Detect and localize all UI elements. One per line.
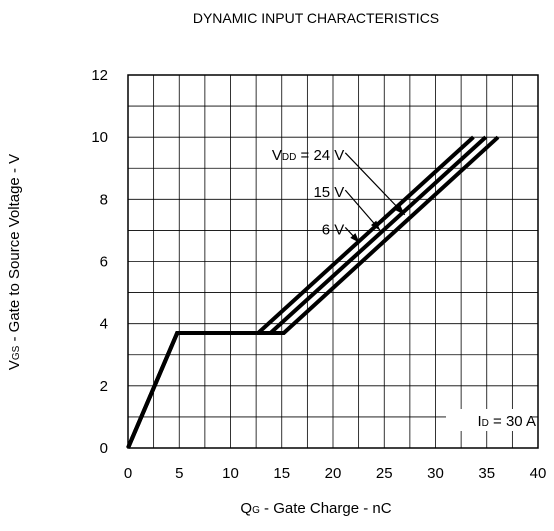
x-tick-label: 30 <box>427 465 444 482</box>
x-tick-label: 20 <box>325 465 342 482</box>
plot-frame <box>127 74 539 449</box>
y-axis-label-rest: - Gate to Source Voltage - V <box>6 154 23 346</box>
chart-title: DYNAMIC INPUT CHARACTERISTICS <box>193 10 439 26</box>
y-axis-label: VGS - Gate to Source Voltage - V <box>6 154 23 370</box>
vdd-prefix-sub: DD <box>282 152 296 163</box>
condition-label: ID = 30 A <box>477 413 536 430</box>
x-tick-label: 5 <box>175 465 183 482</box>
vdd-label-15: 15 V <box>313 184 344 201</box>
y-tick-label: 12 <box>91 67 108 84</box>
y-axis-label-main: V <box>6 360 23 370</box>
y-tick-label: 8 <box>100 191 108 208</box>
vdd-label-24: 24 V <box>313 147 344 164</box>
condition-main: I <box>477 413 481 430</box>
y-tick-label: 6 <box>100 254 108 271</box>
x-tick-label: 10 <box>222 465 239 482</box>
vdd-prefix-main: V <box>272 147 282 164</box>
x-tick-label: 40 <box>530 465 547 482</box>
x-tick-label: 35 <box>478 465 495 482</box>
y-tick-labels: 0 2 4 6 8 10 12 <box>91 67 108 457</box>
x-tick-label: 25 <box>376 465 393 482</box>
y-tick-label: 2 <box>100 378 108 395</box>
x-tick-label: 0 <box>124 465 132 482</box>
condition-sub: D <box>482 418 489 429</box>
x-tick-label: 15 <box>273 465 290 482</box>
x-tick-labels: 0 5 10 15 20 25 30 35 40 <box>124 465 547 482</box>
condition-label-bg <box>446 409 532 431</box>
condition-rest: = 30 A <box>489 413 536 430</box>
vdd-prefix-rest: = <box>296 147 313 164</box>
grid <box>128 75 538 448</box>
annotation-arrow-line <box>344 152 406 216</box>
x-axis-label: QG - Gate Charge - nC <box>240 500 391 517</box>
series-line <box>126 135 475 449</box>
y-tick-label: 0 <box>100 440 108 457</box>
annotation-arrow-head <box>350 233 360 243</box>
y-axis-label-sub: GS <box>11 345 22 360</box>
annotation-arrow-head <box>370 220 381 231</box>
x-axis-label-sub: G <box>252 505 260 516</box>
annotation-arrows <box>344 152 406 244</box>
series-lines <box>126 135 500 449</box>
vdd-label: VDD = 24 V <box>272 147 344 164</box>
annotation-arrow-head <box>395 205 405 215</box>
y-tick-label: 10 <box>91 129 108 146</box>
x-axis-label-rest: - Gate Charge - nC <box>260 500 392 517</box>
x-axis-label-main: Q <box>240 500 252 517</box>
y-tick-label: 4 <box>100 316 108 333</box>
vdd-label-6: 6 V <box>322 221 345 238</box>
